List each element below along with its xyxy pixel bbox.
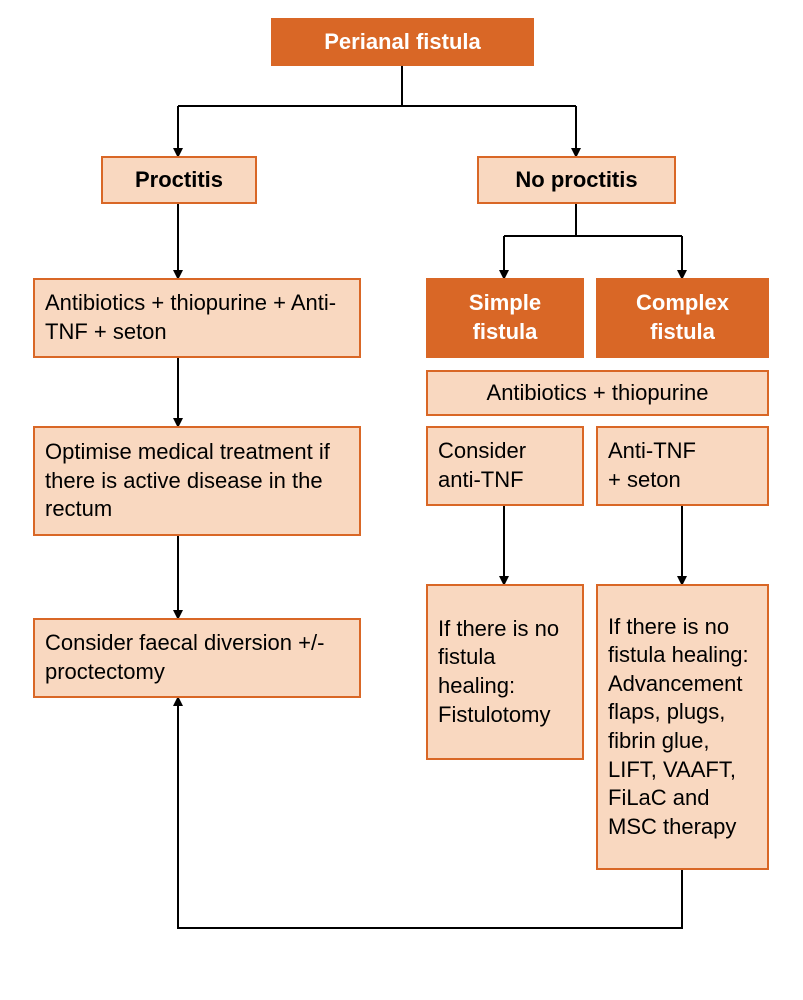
node-noproctitis: No proctitis — [477, 156, 676, 204]
node-r_complex2: Anti-TNF+ seton — [596, 426, 769, 506]
flowchart-container: Perianal fistula Proctitis No proctitis Sim… — [0, 0, 803, 1000]
node-l2: Optimise medical treatment if there is a… — [33, 426, 361, 536]
node-r_simple2: Consider anti-TNF — [426, 426, 584, 506]
node-l1: Antibiotics + thiopurine + Anti-TNF + se… — [33, 278, 361, 358]
node-r_complex3: If there is no fistula healing: Advancem… — [596, 584, 769, 870]
node-l3: Consider faecal diversion +/- proctectom… — [33, 618, 361, 698]
node-r_top: Antibiotics + thiopurine — [426, 370, 769, 416]
node-simple: Simple fistula — [426, 278, 584, 358]
node-proctitis: Proctitis — [101, 156, 257, 204]
node-root: Perianal fistula — [271, 18, 534, 66]
node-r_simple3: If there is no fistula healing: Fistulot… — [426, 584, 584, 760]
node-complex: Complex fistula — [596, 278, 769, 358]
